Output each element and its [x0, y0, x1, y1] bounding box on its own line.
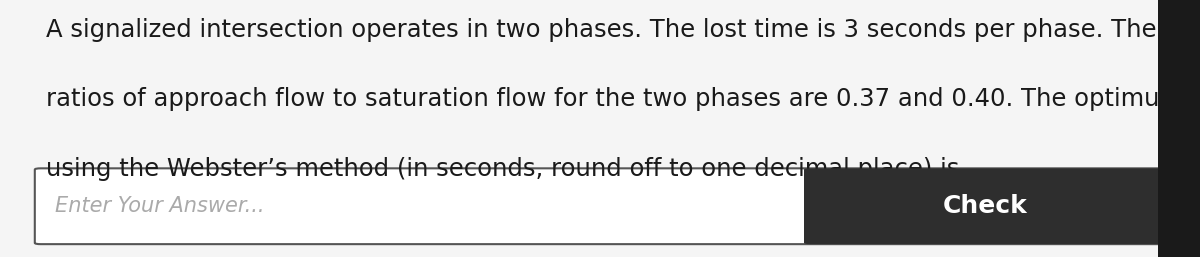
- FancyBboxPatch shape: [1158, 0, 1200, 257]
- Text: Check: Check: [943, 194, 1027, 218]
- Text: Enter Your Answer...: Enter Your Answer...: [55, 196, 265, 216]
- Text: A signalized intersection operates in two phases. The lost time is 3 seconds per: A signalized intersection operates in tw…: [46, 18, 1200, 42]
- Text: ratios of approach flow to saturation flow for the two phases are 0.37 and 0.40.: ratios of approach flow to saturation fl…: [46, 87, 1200, 111]
- Text: using the Webster’s method (in seconds, round off to one decimal place) is: using the Webster’s method (in seconds, …: [46, 157, 959, 181]
- FancyBboxPatch shape: [35, 168, 1166, 244]
- FancyBboxPatch shape: [804, 168, 1166, 244]
